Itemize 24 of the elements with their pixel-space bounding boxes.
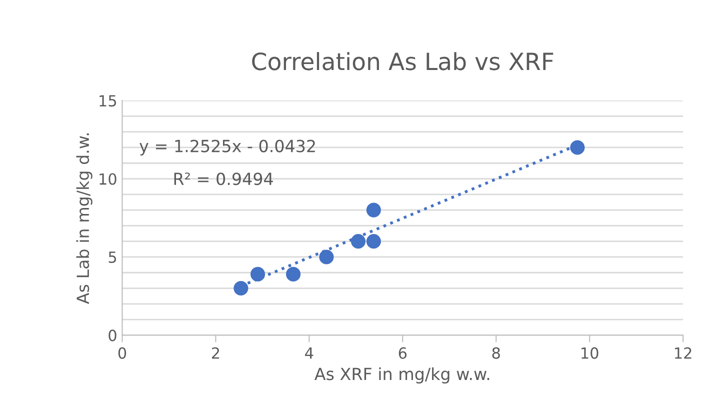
x-tick-label: 0 (118, 347, 126, 359)
point (319, 250, 334, 264)
x-tick-label: 6 (398, 347, 407, 359)
x-tick-label: 10 (582, 347, 598, 359)
annotation: R² = 0.9494 (174, 172, 273, 186)
chart-title: Correlation As Lab vs XRF (252, 52, 554, 70)
x-tick-label: 4 (305, 347, 314, 359)
y-tick-label: 5 (108, 252, 116, 264)
y-tick-label: 0 (108, 330, 116, 342)
point (570, 140, 585, 155)
x-axis-title: As XRF in mg/kg w.w. (314, 367, 490, 384)
y-tick-label: 15 (100, 95, 116, 107)
point (234, 280, 248, 296)
annotation: y = 1.2525x - 0.0432 (140, 140, 315, 156)
point (286, 266, 301, 282)
point (366, 202, 381, 218)
point (366, 234, 381, 249)
y-tick-label: 10 (100, 173, 116, 185)
x-tick-label: 8 (492, 347, 500, 359)
x-tick-label: 2 (212, 347, 220, 359)
y-axis-title: As Lab in mg/kg d.w. (76, 133, 92, 304)
point (250, 266, 266, 282)
point (350, 234, 366, 249)
x-tick-label: 12 (675, 347, 692, 359)
